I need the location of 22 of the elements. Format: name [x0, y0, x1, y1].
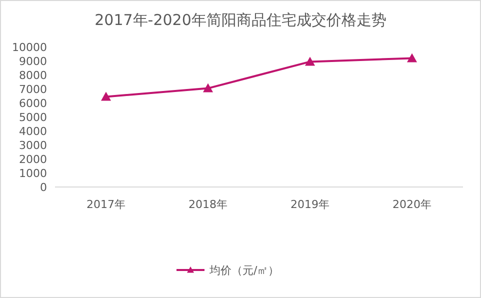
- legend: 均价（元/㎡）: [176, 264, 280, 277]
- y-tick-label: 3000: [19, 139, 47, 152]
- y-tick-label: 1000: [19, 167, 47, 180]
- x-tick-label: 2020年: [392, 198, 432, 211]
- x-tick-label: 2017年: [86, 198, 126, 211]
- x-tick-label: 2019年: [290, 198, 330, 211]
- point: [203, 83, 213, 92]
- y-tick-label: 2000: [19, 153, 47, 166]
- y-tick-label: 4000: [19, 125, 47, 138]
- y-tick-label: 9000: [19, 55, 47, 68]
- chart-title: 2017年-2020年简阳商品住宅成交价格走势: [94, 11, 386, 29]
- y-tick-label: 0: [40, 181, 47, 194]
- y-tick-label: 5000: [19, 111, 47, 124]
- y-tick-label: 10000: [12, 41, 47, 54]
- point: [101, 92, 111, 101]
- y-tick-label: 8000: [19, 69, 47, 82]
- point: [305, 56, 315, 66]
- point: [407, 53, 417, 62]
- y-tick-label: 7000: [19, 83, 47, 96]
- x-tick-label: 2018年: [188, 198, 228, 211]
- legend-label: 均价（元/㎡）: [208, 264, 280, 277]
- y-tick-label: 6000: [19, 97, 47, 110]
